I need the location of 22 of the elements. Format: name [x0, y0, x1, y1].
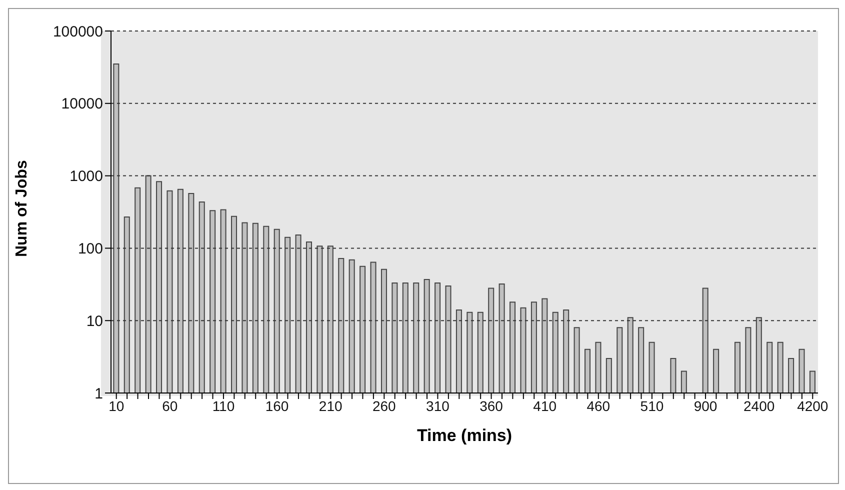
y-tick-label: 1: [94, 385, 103, 402]
y-tick-label: 10000: [61, 96, 103, 113]
x-tick-label: 360: [480, 398, 504, 414]
x-axis-title: Time (mins): [416, 426, 512, 445]
x-tick-label: 510: [640, 398, 664, 414]
x-tick-label: 260: [372, 398, 396, 414]
y-axis-title: Num of Jobs: [14, 160, 31, 257]
x-tick-label: 410: [533, 398, 557, 414]
x-tick-label: 210: [318, 398, 342, 414]
x-tick-label: 60: [162, 398, 178, 414]
x-tick-label: 160: [265, 398, 289, 414]
y-tick-label: 100000: [52, 23, 103, 40]
x-tick-label: 2400: [744, 398, 775, 414]
y-tick-label: 1000: [70, 168, 103, 186]
y-tick-label: 100: [78, 240, 103, 258]
x-tick-label: 460: [586, 398, 610, 414]
y-tick-label: 10: [86, 312, 103, 330]
x-tick-label: 10: [108, 398, 124, 414]
x-tick-label: 110: [212, 398, 235, 414]
x-tick-label: 4200: [797, 398, 828, 414]
x-tick-label: 310: [426, 398, 450, 414]
x-tick-label: 900: [694, 398, 718, 414]
